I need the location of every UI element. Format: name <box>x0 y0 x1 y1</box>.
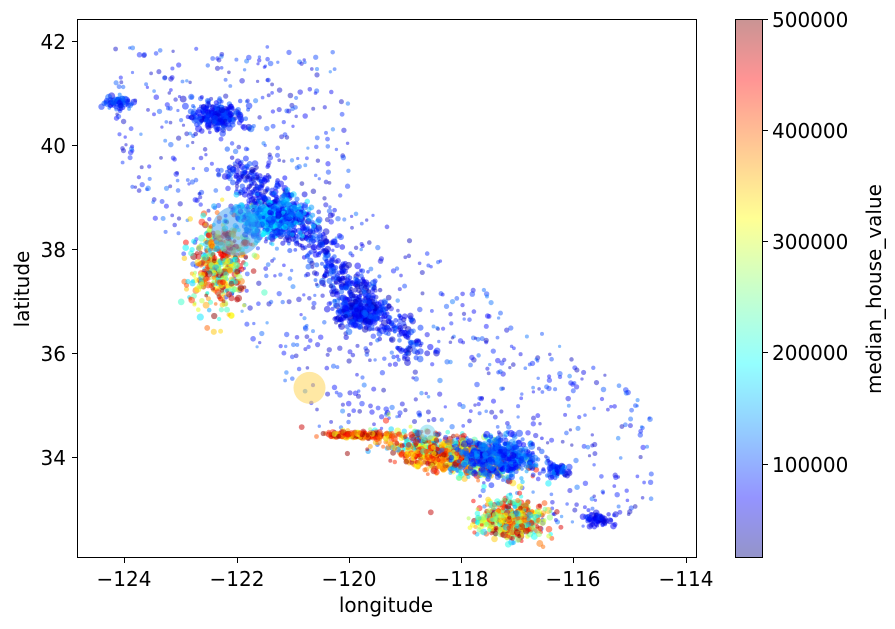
x-tick-mark <box>573 558 575 563</box>
colorbar-tick-label: 500000 <box>772 8 849 32</box>
y-tick-label: 34 <box>40 446 66 470</box>
y-axis-label: latitude <box>10 250 34 328</box>
colorbar <box>735 19 763 558</box>
colorbar-tick-mark <box>763 352 768 354</box>
x-tick-label: −118 <box>433 567 489 591</box>
colorbar-tick-label: 200000 <box>772 341 849 365</box>
colorbar-tick-mark <box>763 19 768 21</box>
colorbar-tick-label: 300000 <box>772 230 849 254</box>
colorbar-tick-mark <box>763 241 768 243</box>
x-tick-mark <box>686 558 688 563</box>
y-tick-label: 38 <box>40 238 66 262</box>
y-tick-label: 40 <box>40 134 66 158</box>
x-axis-label: longitude <box>338 593 434 617</box>
y-tick-mark <box>72 145 77 147</box>
x-tick-label: −120 <box>321 567 377 591</box>
colorbar-tick-mark <box>763 130 768 132</box>
x-tick-label: −124 <box>96 567 152 591</box>
large-population-marker <box>211 205 262 256</box>
y-tick-mark <box>72 249 77 251</box>
colorbar-tick-mark <box>763 464 768 466</box>
x-tick-mark <box>461 558 463 563</box>
plot-frame <box>77 19 697 558</box>
y-tick-mark <box>72 41 77 43</box>
colorbar-tick-label: 100000 <box>772 453 849 477</box>
y-tick-label: 36 <box>40 342 66 366</box>
y-tick-mark <box>72 457 77 459</box>
large-population-marker <box>293 371 326 404</box>
colorbar-label: median_house_value <box>862 184 886 394</box>
x-tick-label: −116 <box>545 567 601 591</box>
x-tick-mark <box>349 558 351 563</box>
x-tick-mark <box>124 558 126 563</box>
y-tick-mark <box>72 353 77 355</box>
x-tick-mark <box>237 558 239 563</box>
colorbar-tick-label: 400000 <box>772 119 849 143</box>
large-population-marker <box>419 424 436 441</box>
x-tick-label: −122 <box>209 567 265 591</box>
y-tick-label: 42 <box>40 30 66 54</box>
scatter-plot-area <box>98 45 654 550</box>
x-tick-label: −114 <box>658 567 714 591</box>
